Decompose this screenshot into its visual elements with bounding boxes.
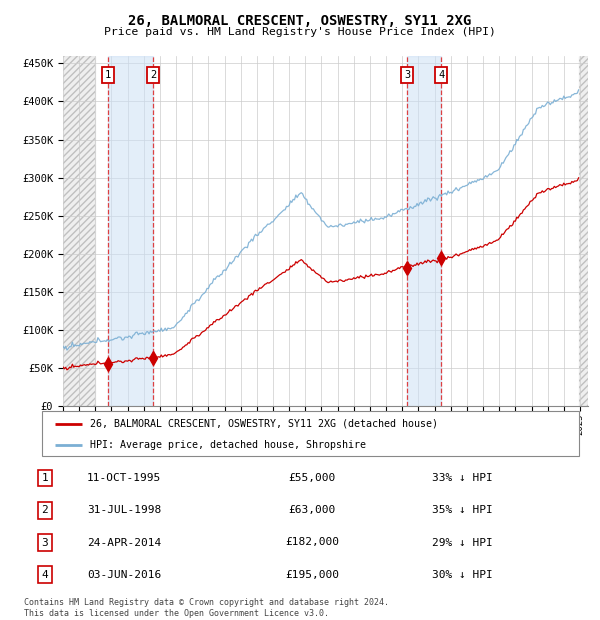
Text: 31-JUL-1998: 31-JUL-1998: [87, 505, 161, 515]
Text: £63,000: £63,000: [289, 505, 335, 515]
Text: £195,000: £195,000: [285, 570, 339, 580]
Bar: [108, 56, 153, 406]
Text: 11-OCT-1995: 11-OCT-1995: [87, 473, 161, 483]
Text: 2: 2: [150, 70, 156, 80]
Text: 4: 4: [41, 570, 49, 580]
Bar: [578, 56, 588, 406]
Text: 03-JUN-2016: 03-JUN-2016: [87, 570, 161, 580]
Text: £55,000: £55,000: [289, 473, 335, 483]
Bar: [578, 56, 588, 406]
Text: 1: 1: [104, 70, 111, 80]
Text: 24-APR-2014: 24-APR-2014: [87, 538, 161, 547]
Text: £182,000: £182,000: [285, 538, 339, 547]
FancyBboxPatch shape: [42, 411, 579, 456]
Text: 26, BALMORAL CRESCENT, OSWESTRY, SY11 2XG (detached house): 26, BALMORAL CRESCENT, OSWESTRY, SY11 2X…: [91, 418, 439, 428]
Text: Contains HM Land Registry data © Crown copyright and database right 2024.
This d: Contains HM Land Registry data © Crown c…: [24, 598, 389, 618]
Text: 4: 4: [438, 70, 445, 80]
Text: 35% ↓ HPI: 35% ↓ HPI: [432, 505, 493, 515]
Text: 26, BALMORAL CRESCENT, OSWESTRY, SY11 2XG: 26, BALMORAL CRESCENT, OSWESTRY, SY11 2X…: [128, 14, 472, 28]
Bar: [63, 56, 95, 406]
Bar: [63, 56, 95, 406]
Text: 2: 2: [41, 505, 49, 515]
Text: 29% ↓ HPI: 29% ↓ HPI: [432, 538, 493, 547]
Text: 33% ↓ HPI: 33% ↓ HPI: [432, 473, 493, 483]
Text: Price paid vs. HM Land Registry's House Price Index (HPI): Price paid vs. HM Land Registry's House …: [104, 27, 496, 37]
Bar: [407, 56, 442, 406]
Text: 1: 1: [41, 473, 49, 483]
Text: 3: 3: [404, 70, 410, 80]
Text: 30% ↓ HPI: 30% ↓ HPI: [432, 570, 493, 580]
Text: HPI: Average price, detached house, Shropshire: HPI: Average price, detached house, Shro…: [91, 440, 367, 450]
Text: 3: 3: [41, 538, 49, 547]
